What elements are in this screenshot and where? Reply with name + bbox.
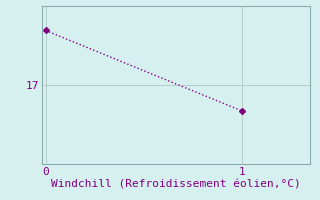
X-axis label: Windchill (Refroidissement éolien,°C): Windchill (Refroidissement éolien,°C) (51, 180, 301, 190)
